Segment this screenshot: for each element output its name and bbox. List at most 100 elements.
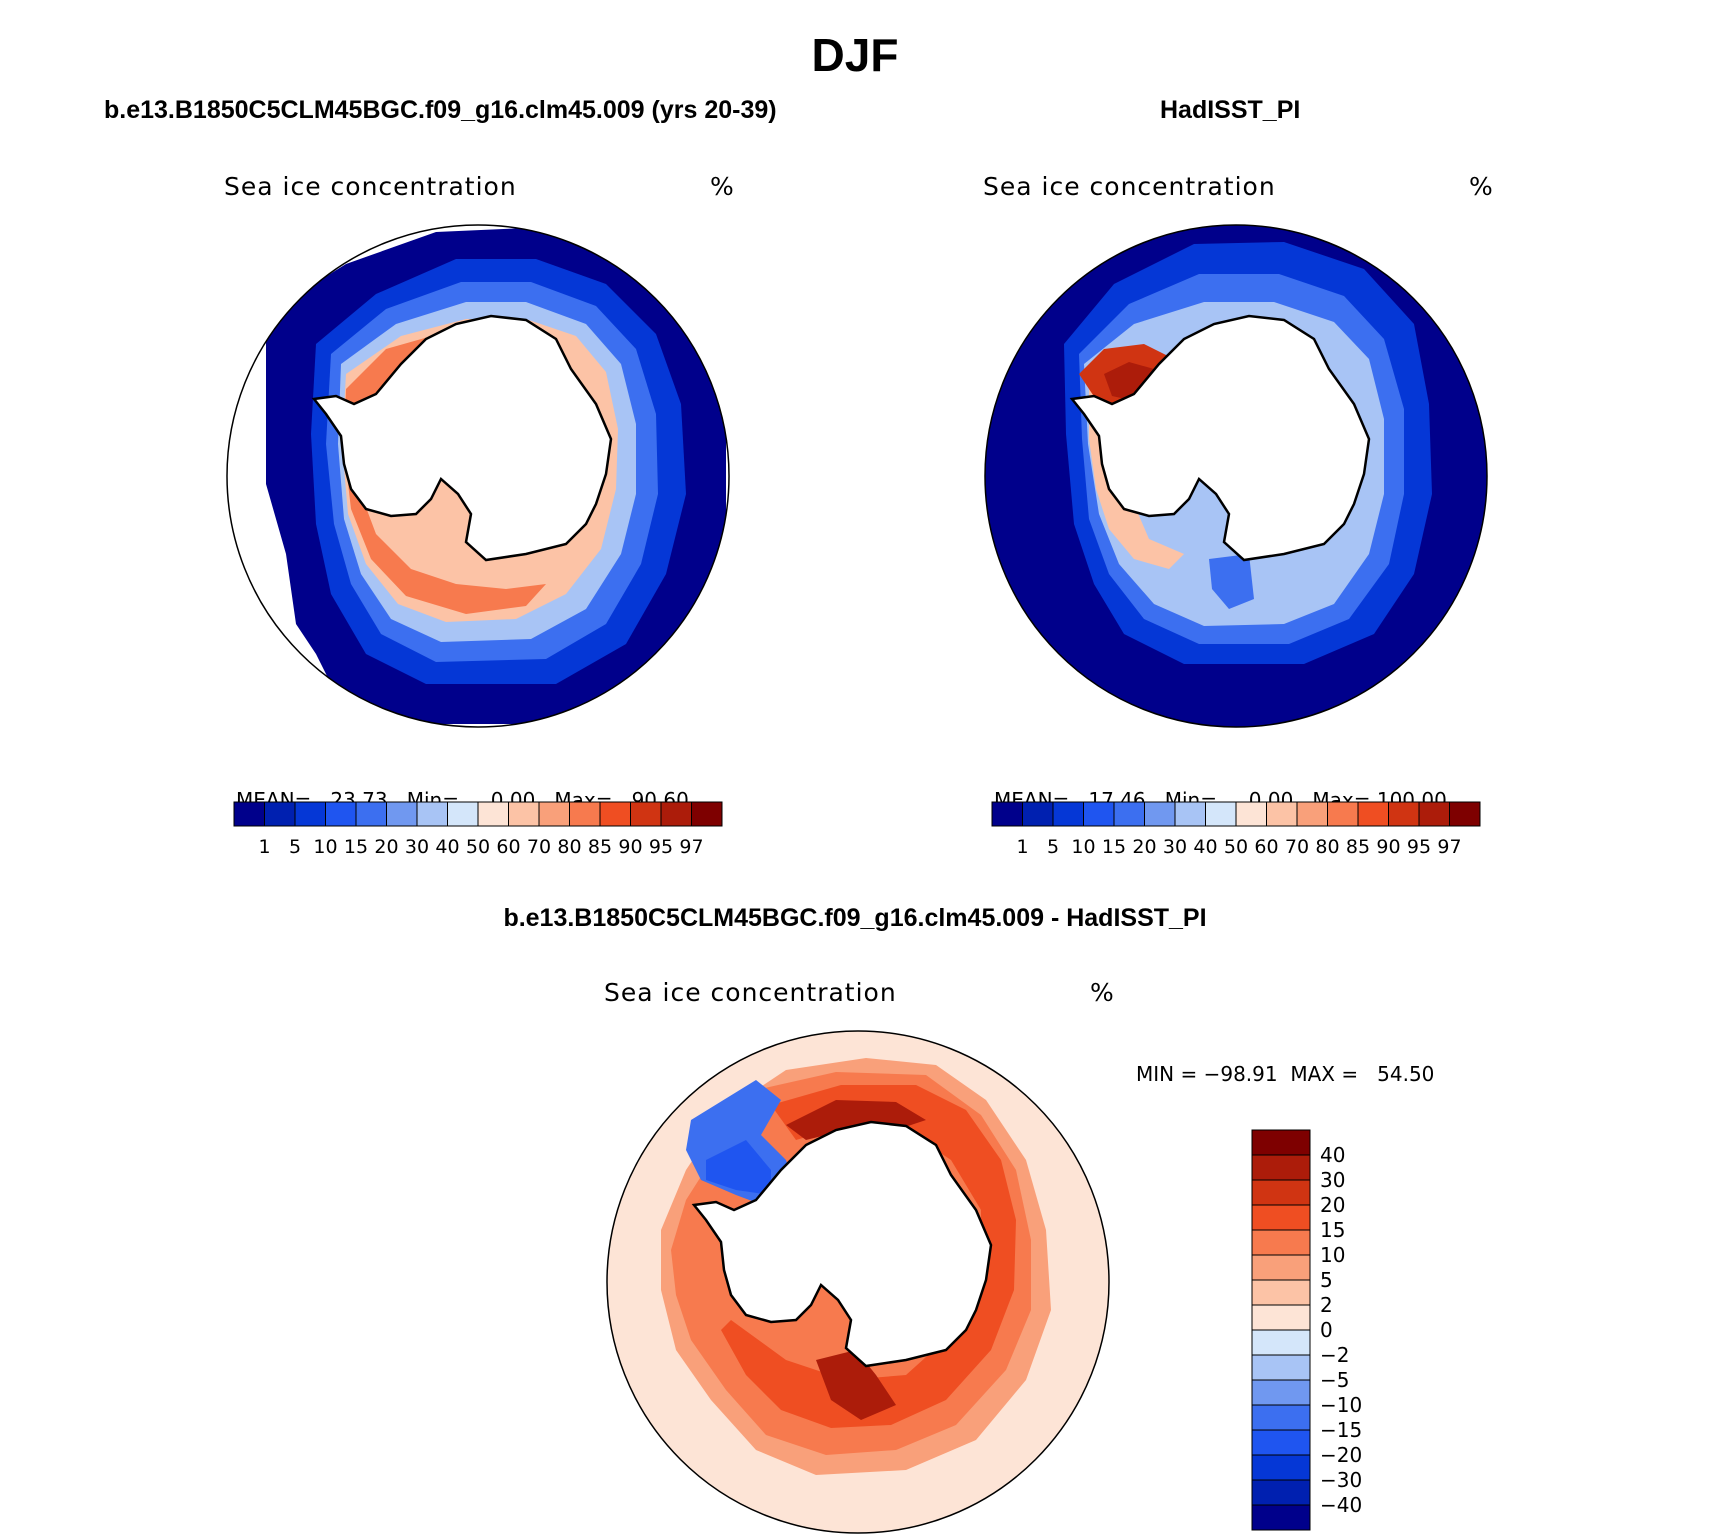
colorbar-1-segment: [660, 801, 692, 827]
colorbar-2-tick-label: 5: [1046, 836, 1060, 858]
colorbar-3-segment: [1251, 1304, 1311, 1331]
panel-2-variable-title: Sea ice concentration: [983, 172, 1276, 201]
colorbar-2-segment: [1296, 801, 1328, 827]
colorbar-2-tick-label: 60: [1254, 836, 1279, 858]
panel-2-case-title: HadISST_PI: [1160, 96, 1301, 124]
colorbar-3-tick-label: −30: [1320, 1468, 1363, 1492]
colorbar-3-tick-label: −5: [1320, 1368, 1350, 1392]
colorbar-1-segment: [233, 801, 265, 827]
colorbar-1-tick-label: 90: [618, 836, 643, 858]
colorbar-3-segment: [1251, 1454, 1311, 1481]
colorbar-3-tick-label: 2: [1320, 1293, 1333, 1317]
colorbar-2-segment: [991, 801, 1023, 827]
colorbar-3-segment: [1251, 1504, 1311, 1531]
colorbar-1-segment: [630, 801, 662, 827]
colorbar-3-tick-label: 10: [1320, 1243, 1346, 1267]
panel-2-polar-map: [984, 224, 1488, 728]
panel-1-units: %: [710, 172, 735, 201]
colorbar-3-tick-label: −10: [1320, 1393, 1363, 1417]
colorbar-1-tick-label: 80: [557, 836, 582, 858]
panel-3-colorbar: [1251, 1129, 1311, 1531]
panel-2-colorbar-ticks: 1 5 10 15 20 30 40 50 60 70 80 85 90 95 97: [992, 836, 1480, 860]
panel-3-case-title: b.e13.B1850C5CLM45BGC.f09_g16.clm45.009 …: [503, 904, 1207, 932]
colorbar-1-tick-label: 1: [258, 836, 271, 858]
colorbar-1-segment: [477, 801, 509, 827]
colorbar-1-segment: [294, 801, 326, 827]
panel-1-colorbar: [233, 801, 723, 827]
colorbar-1-segment: [569, 801, 601, 827]
colorbar-1-segment: [325, 801, 357, 827]
colorbar-3-tick-label: 40: [1320, 1143, 1346, 1167]
colorbar-3-tick-label: 5: [1320, 1268, 1333, 1292]
map3-antarctica: [691, 1120, 993, 1368]
colorbar-3-segment: [1251, 1129, 1311, 1156]
colorbar-1-segment: [599, 801, 631, 827]
colorbar-3-segment: [1251, 1179, 1311, 1206]
colorbar-2-segment: [1449, 801, 1481, 827]
colorbar-2-segment: [1052, 801, 1084, 827]
colorbar-2-tick-label: 80: [1315, 836, 1340, 858]
colorbar-2-segment: [1174, 801, 1206, 827]
colorbar-3-segment: [1251, 1254, 1311, 1281]
panel-1-colorbar-ticks: 1 5 10 15 20 30 40 50 60 70 80 85 90 95 97: [234, 836, 722, 860]
colorbar-3-tick-label: 0: [1320, 1318, 1333, 1342]
colorbar-1-segment: [538, 801, 570, 827]
colorbar-1-segment: [447, 801, 479, 827]
colorbar-1-tick-label: 60: [496, 836, 521, 858]
map3-hot-core-south: [816, 1350, 896, 1420]
colorbar-2-tick-label: 95: [1406, 836, 1432, 858]
colorbar-2-tick-label: 85: [1345, 836, 1371, 858]
colorbar-1-segment: [264, 801, 296, 827]
panel-3-variable-title: Sea ice concentration: [604, 978, 897, 1007]
colorbar-2-segment: [1022, 801, 1054, 827]
colorbar-1-segment: [355, 801, 387, 827]
colorbar-1-tick-label: 70: [526, 836, 552, 858]
colorbar-2-segment: [1205, 801, 1237, 827]
map2-antarctica: [1069, 314, 1371, 562]
map3-boundary: [606, 1030, 1110, 1534]
colorbar-2-tick-label: 40: [1193, 836, 1218, 858]
panel-1-variable-title: Sea ice concentration: [224, 172, 517, 201]
colorbar-3-segment: [1251, 1154, 1311, 1181]
colorbar-3-segment: [1251, 1279, 1311, 1306]
panel-3-units: %: [1090, 978, 1115, 1007]
map3-neg-core: [706, 1140, 771, 1195]
colorbar-2-segment: [1357, 801, 1389, 827]
colorbar-3-tick-label: −15: [1320, 1418, 1363, 1442]
colorbar-3-segment: [1251, 1354, 1311, 1381]
map1-boundary: [226, 224, 730, 728]
panel-3-colorbar-ticks: 40 30 20 15 10 5 2 0 −2 −5 −10 −15 −20 −30 −40: [1320, 1130, 1400, 1530]
colorbar-2-segment: [1235, 801, 1267, 827]
colorbar-3-segment: [1251, 1479, 1311, 1506]
colorbar-1-tick-label: 10: [313, 836, 338, 858]
panel-3-minmax: MIN = −98.91 MAX = 54.50: [1136, 1062, 1435, 1086]
colorbar-2-tick-label: 90: [1376, 836, 1401, 858]
colorbar-1-tick-label: 40: [435, 836, 460, 858]
colorbar-2-tick-label: 10: [1071, 836, 1096, 858]
colorbar-3-segment: [1251, 1379, 1311, 1406]
colorbar-1-tick-label: 15: [343, 836, 369, 858]
colorbar-2-segment: [1144, 801, 1176, 827]
colorbar-1-segment: [691, 801, 723, 827]
colorbar-3-segment: [1251, 1229, 1311, 1256]
colorbar-2-segment: [1388, 801, 1420, 827]
colorbar-2-segment: [1327, 801, 1359, 827]
panel-1-case-title: b.e13.B1850C5CLM45BGC.f09_g16.clm45.009 …: [104, 96, 777, 124]
colorbar-1-segment: [386, 801, 418, 827]
colorbar-3-segment: [1251, 1204, 1311, 1231]
panel-2-colorbar: [991, 801, 1481, 827]
panel-3-polar-map: [606, 1030, 1110, 1534]
colorbar-1-tick-label: 95: [648, 836, 674, 858]
colorbar-2-segment: [1113, 801, 1145, 827]
map2-boundary: [984, 224, 1488, 728]
colorbar-3-tick-label: −2: [1320, 1343, 1350, 1367]
panel-1-polar-map: [226, 224, 730, 728]
colorbar-2-tick-label: 30: [1162, 836, 1188, 858]
colorbar-1-tick-label: 20: [374, 836, 399, 858]
colorbar-3-tick-label: 20: [1320, 1193, 1346, 1217]
colorbar-2-tick-label: 70: [1284, 836, 1310, 858]
colorbar-2-tick-label: 50: [1223, 836, 1249, 858]
colorbar-2-tick-label: 97: [1437, 836, 1462, 858]
colorbar-1-tick-label: 85: [587, 836, 613, 858]
colorbar-3-segment: [1251, 1404, 1311, 1431]
